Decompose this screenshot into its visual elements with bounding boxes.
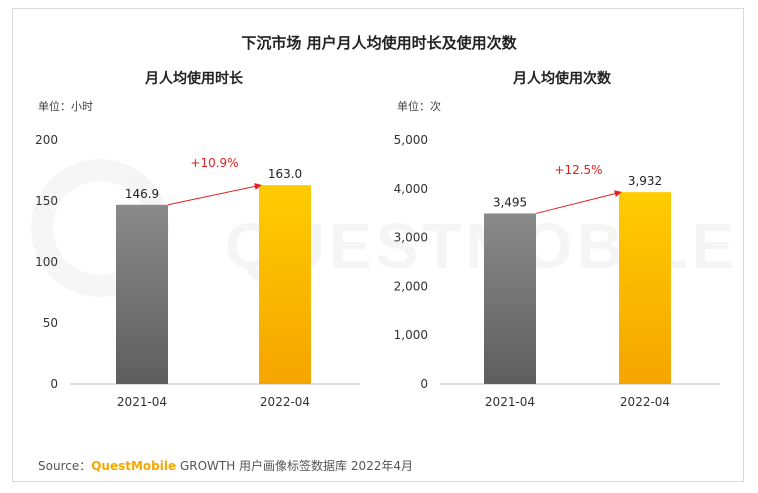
bar-2021-04 <box>484 213 536 384</box>
y-tick-label: 3,000 <box>394 231 428 245</box>
y-tick-label: 4,000 <box>394 182 428 196</box>
data-label: 163.0 <box>268 167 302 181</box>
y-tick-label: 2,000 <box>394 279 428 293</box>
x-tick-label: 2022-04 <box>260 395 310 409</box>
bar-2021-04 <box>116 204 168 384</box>
growth-label: +10.9% <box>190 156 238 170</box>
bar-2022-04 <box>259 185 311 384</box>
y-tick-label: 5,000 <box>394 133 428 147</box>
data-label: 3,495 <box>493 195 527 209</box>
source-prefix: Source： <box>38 459 92 473</box>
figure-border <box>12 8 744 482</box>
y-tick-label: 100 <box>35 255 58 269</box>
unit-label: 单位：小时 <box>38 99 93 113</box>
x-tick-label: 2022-04 <box>620 395 670 409</box>
unit-label: 单位：次 <box>397 99 441 113</box>
source-note: Source：QuestMobile GROWTH 用户画像标签数据库 2022… <box>38 457 413 474</box>
data-label: 3,932 <box>628 174 662 188</box>
x-tick-label: 2021-04 <box>485 395 535 409</box>
y-tick-label: 1,000 <box>394 328 428 342</box>
y-tick-label: 200 <box>35 133 58 147</box>
growth-arrow <box>167 183 262 206</box>
y-tick-label: 50 <box>43 316 58 330</box>
y-tick-label: 0 <box>50 377 58 391</box>
figure-title: 下沉市场 用户月人均使用时长及使用次数 <box>241 34 517 52</box>
growth-label: +12.5% <box>554 163 602 177</box>
chart-title: 月人均使用时长 <box>144 70 244 87</box>
x-tick-label: 2021-04 <box>117 395 167 409</box>
y-tick-label: 150 <box>35 194 58 208</box>
y-tick-label: 0 <box>420 377 428 391</box>
source-brand: QuestMobile <box>91 459 177 473</box>
data-label: 146.9 <box>125 187 159 201</box>
bar-2022-04 <box>619 192 671 384</box>
source-suffix: GROWTH 用户画像标签数据库 2022年4月 <box>176 459 414 473</box>
chart-title: 月人均使用次数 <box>512 70 612 87</box>
growth-arrow <box>535 190 622 214</box>
